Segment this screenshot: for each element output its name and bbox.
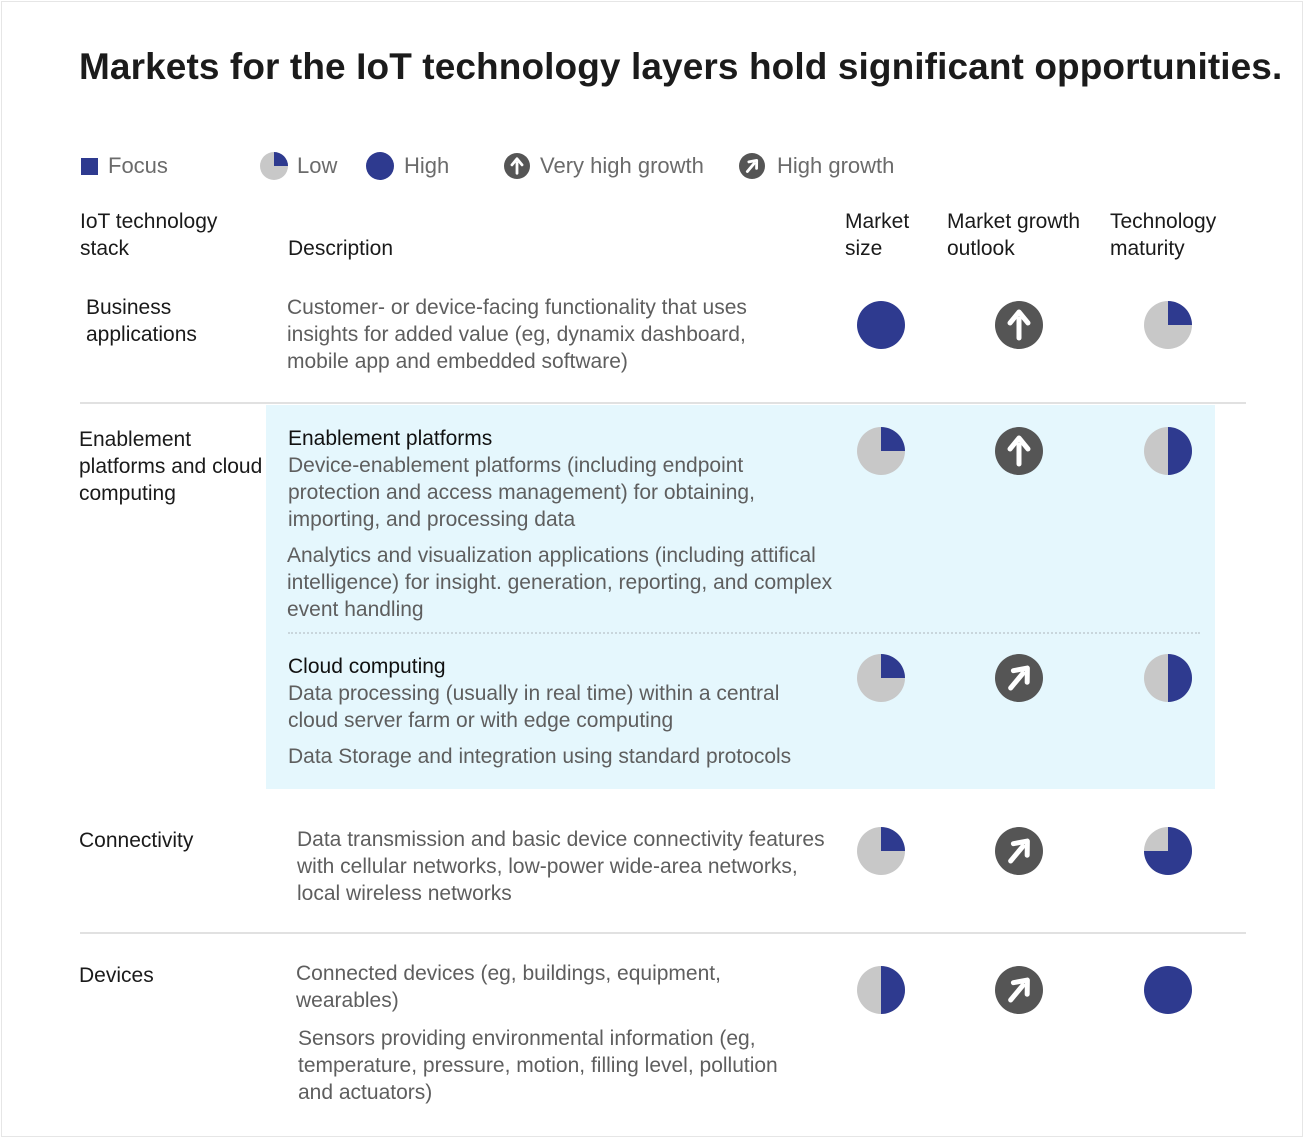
legend-focus-label: Focus	[108, 153, 168, 178]
legend-very-high-growth-arrow-icon	[504, 153, 530, 179]
legend-low-label: Low	[297, 153, 338, 178]
header-stack: IoT technology stack	[80, 210, 218, 260]
description-connected-devices: Connected devices (eg, buildings, equipm…	[296, 962, 721, 1012]
subheading-cloud-computing: Cloud computing	[288, 655, 446, 678]
stack-label-connectivity: Connectivity	[79, 829, 194, 852]
description-enablement-platforms: Device-enablement platforms (including e…	[288, 454, 755, 531]
header-description: Description	[288, 237, 394, 260]
maturity-pie-cloud	[1144, 654, 1192, 702]
dotted-divider	[288, 632, 1200, 634]
description-data-storage: Data Storage and integration using stand…	[288, 745, 792, 768]
legend-high-growth-arrow-icon	[739, 153, 765, 179]
maturity-pie-business	[1144, 301, 1192, 349]
growth-arrow-icon-cloud	[995, 654, 1043, 702]
market-size-pie-devices	[857, 966, 905, 1014]
header-technology-maturity: Technology maturity	[1110, 210, 1217, 260]
stack-label-business: Business applications	[86, 296, 197, 346]
focus-highlight-panel	[266, 405, 1215, 789]
subheading-enablement-platforms: Enablement platforms	[288, 427, 493, 450]
stack-label-devices: Devices	[79, 964, 154, 987]
row-divider	[80, 932, 1246, 934]
header-market-growth: Market growth outlook	[947, 210, 1081, 260]
page-title: Markets for the IoT technology layers ho…	[79, 46, 1283, 87]
stack-label-enablement: Enablement platforms and cloud computing	[79, 428, 263, 505]
description-analytics: Analytics and visualization applications…	[287, 544, 833, 621]
description-business: Customer- or device-facing functionality…	[287, 296, 747, 373]
growth-arrow-icon-connectivity	[995, 827, 1043, 875]
market-size-pie-business	[857, 301, 905, 349]
description-connectivity: Data transmission and basic device conne…	[297, 828, 825, 905]
row-divider	[80, 402, 1246, 404]
market-size-pie-cloud	[857, 654, 905, 702]
maturity-pie-connectivity	[1144, 827, 1192, 875]
description-sensors: Sensors providing environmental informat…	[298, 1027, 778, 1104]
market-size-pie-connectivity	[857, 827, 905, 875]
maturity-pie-devices	[1144, 966, 1192, 1014]
legend-very-high-growth-label: Very high growth	[540, 153, 704, 178]
focus-square-icon	[81, 158, 98, 175]
legend-low-pie-icon	[260, 152, 288, 180]
header-market-size: Market size	[845, 210, 910, 260]
description-cloud-computing: Data processing (usually in real time) w…	[288, 682, 780, 732]
legend-high-growth-label: High growth	[777, 153, 895, 178]
growth-arrow-icon-business	[995, 301, 1043, 349]
growth-arrow-icon-enablement	[995, 427, 1043, 475]
maturity-pie-enablement	[1144, 427, 1192, 475]
legend-high-label: High	[404, 153, 450, 178]
market-size-pie-enablement	[857, 427, 905, 475]
growth-arrow-icon-devices	[995, 966, 1043, 1014]
legend-high-pie-icon	[366, 152, 394, 180]
